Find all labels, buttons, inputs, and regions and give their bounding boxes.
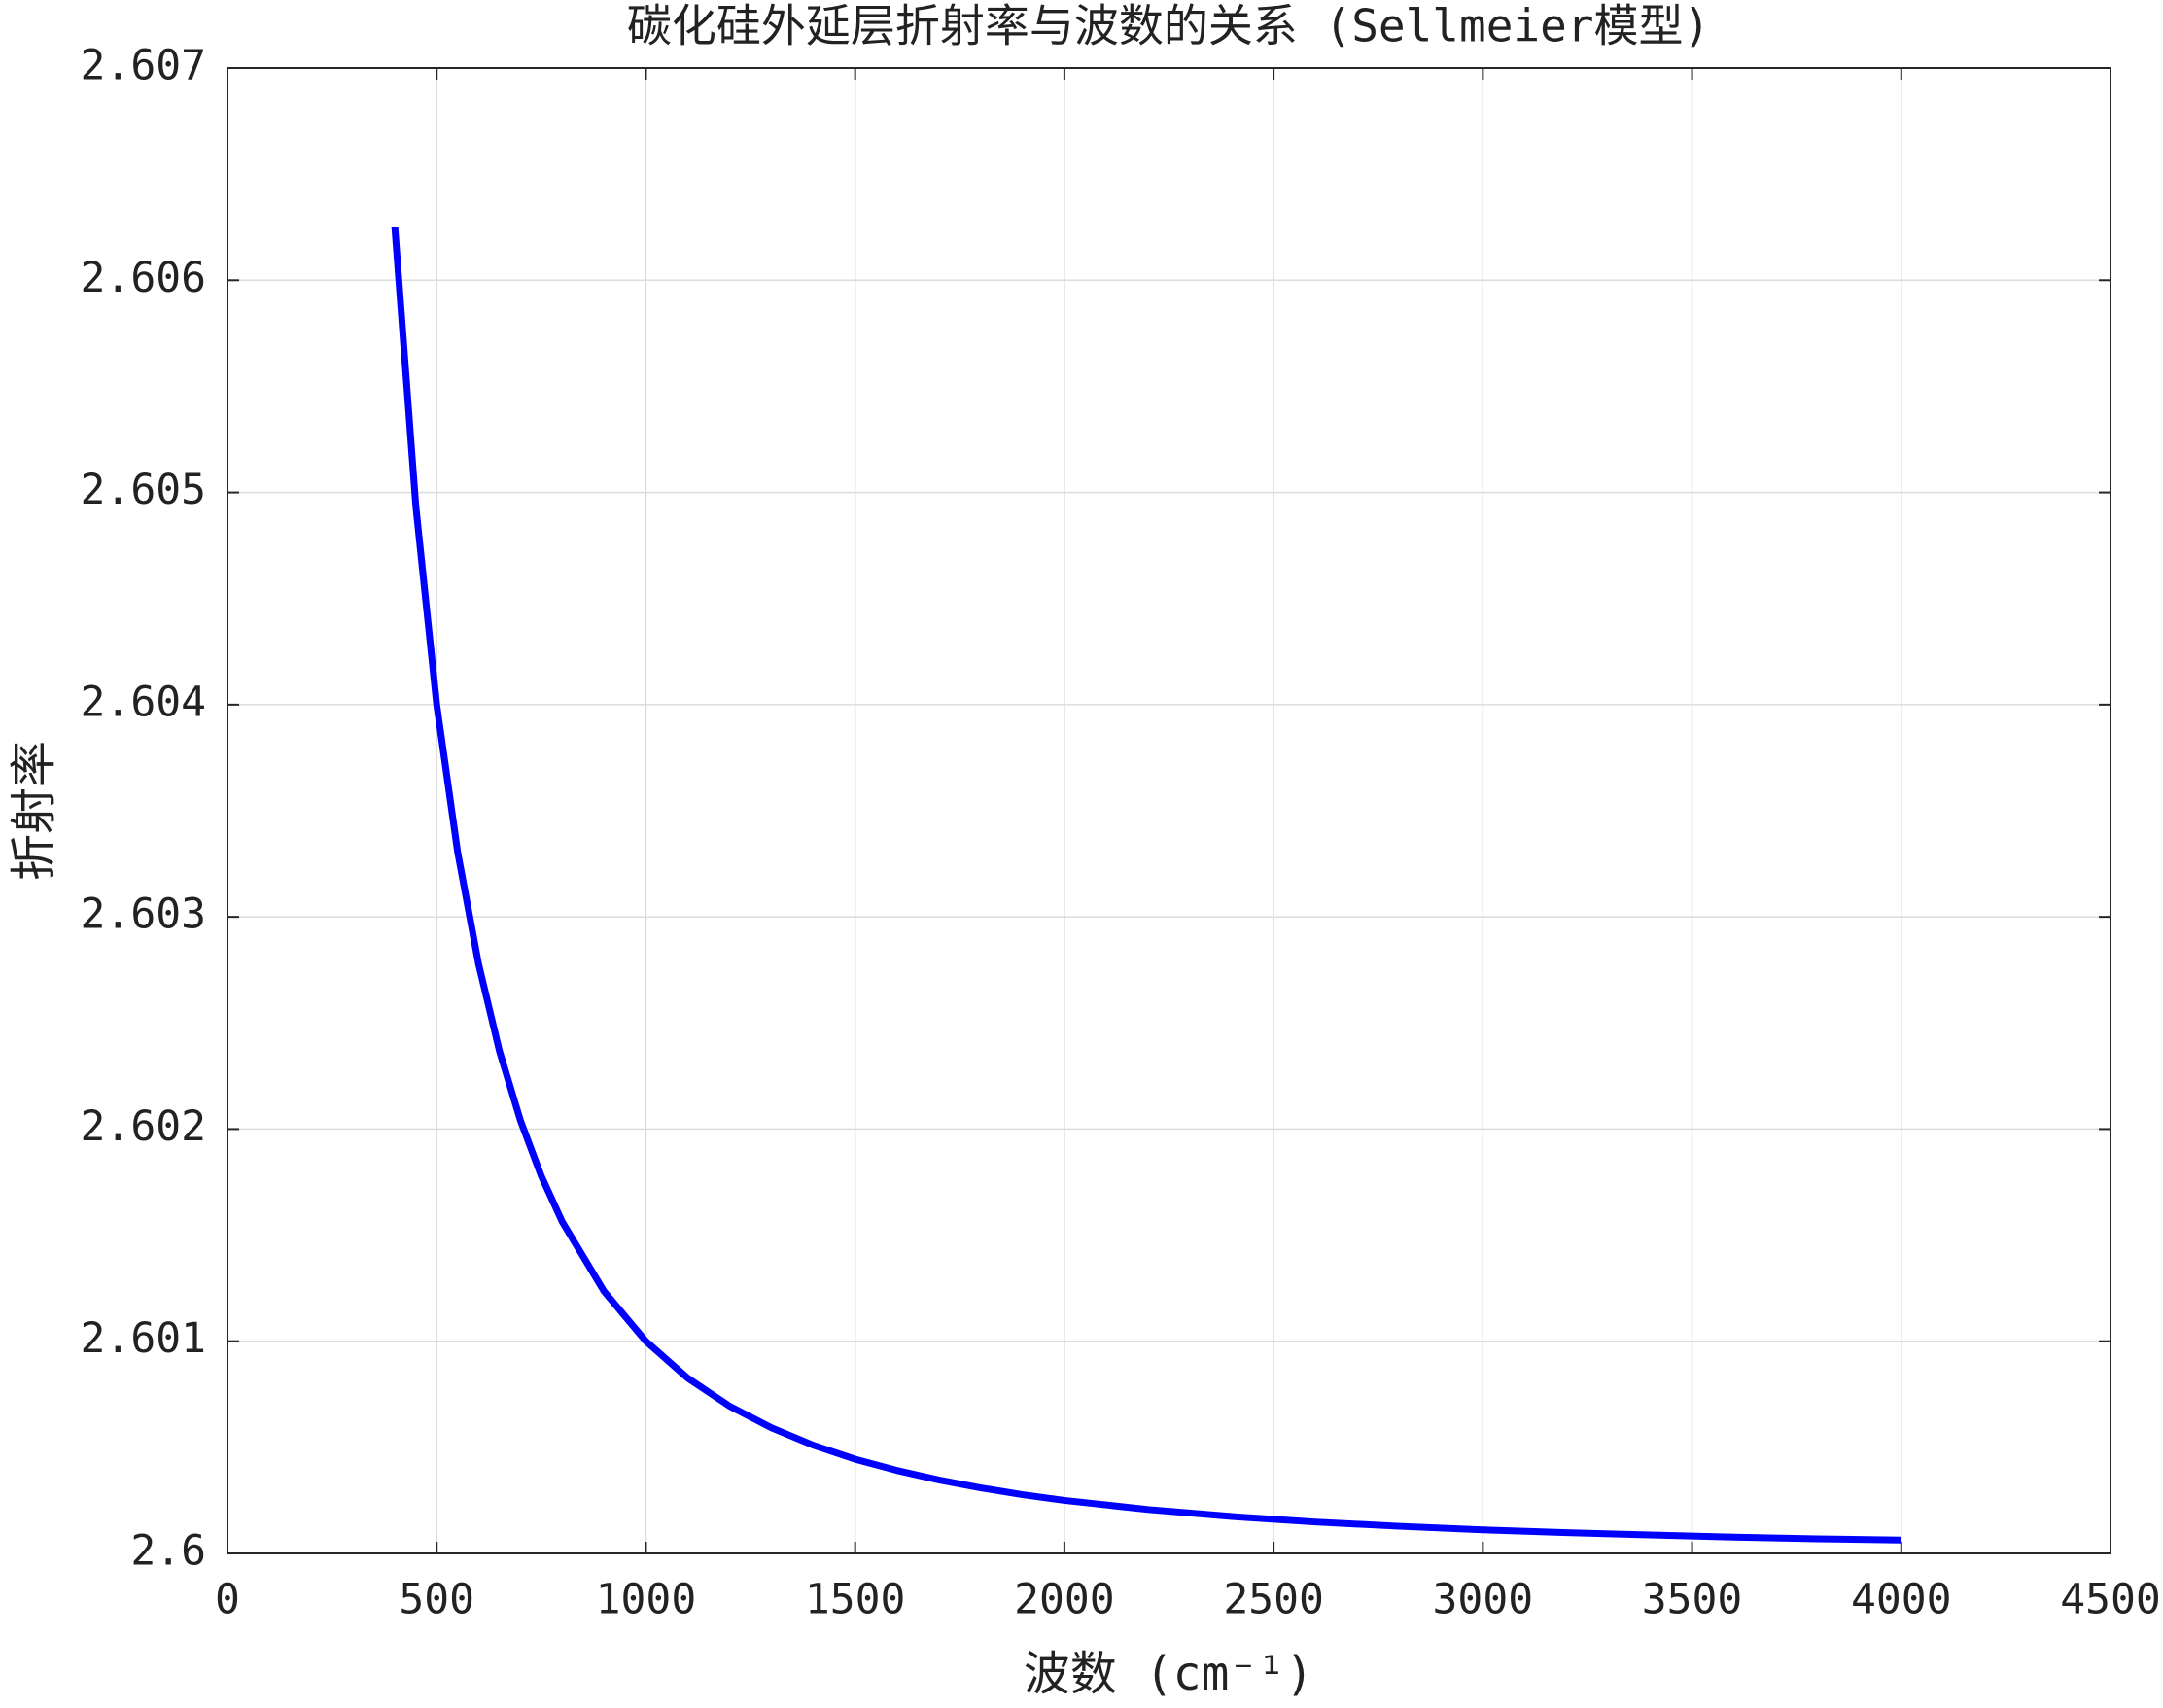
- x-tick-label: 4500: [2060, 1576, 2161, 1624]
- plot-frame: [227, 67, 2111, 1554]
- x-tick-label: 1000: [596, 1576, 697, 1624]
- chart-title: 碳化硅外延层折射率与波数的关系 (Sellmeier模型): [627, 0, 1710, 52]
- data-line: [391, 227, 1901, 1544]
- x-axis-label: 波数 (cm⁻¹): [1024, 1647, 1313, 1701]
- x-tick-label: 0: [215, 1576, 240, 1624]
- y-axis-label: 折射率: [7, 741, 61, 881]
- y-tick-label: 2.605: [81, 466, 206, 514]
- y-tick-label: 2.604: [81, 678, 206, 726]
- x-tick-label: 2000: [1014, 1576, 1115, 1624]
- y-tick-label: 2.603: [81, 890, 206, 939]
- x-tick-label: 3500: [1642, 1576, 1743, 1624]
- y-tick-label: 2.607: [81, 42, 206, 90]
- y-tick-label: 2.602: [81, 1102, 206, 1151]
- x-tick-label: 1500: [805, 1576, 906, 1624]
- y-tick-label: 2.601: [81, 1314, 206, 1363]
- x-tick-label: 2500: [1223, 1576, 1324, 1624]
- x-tick-label: 3000: [1433, 1576, 1534, 1624]
- x-tick-label: 500: [399, 1576, 474, 1624]
- x-tick-label: 4000: [1851, 1576, 1952, 1624]
- y-tick-label: 2.606: [81, 254, 206, 302]
- y-tick-label: 2.6: [130, 1527, 206, 1576]
